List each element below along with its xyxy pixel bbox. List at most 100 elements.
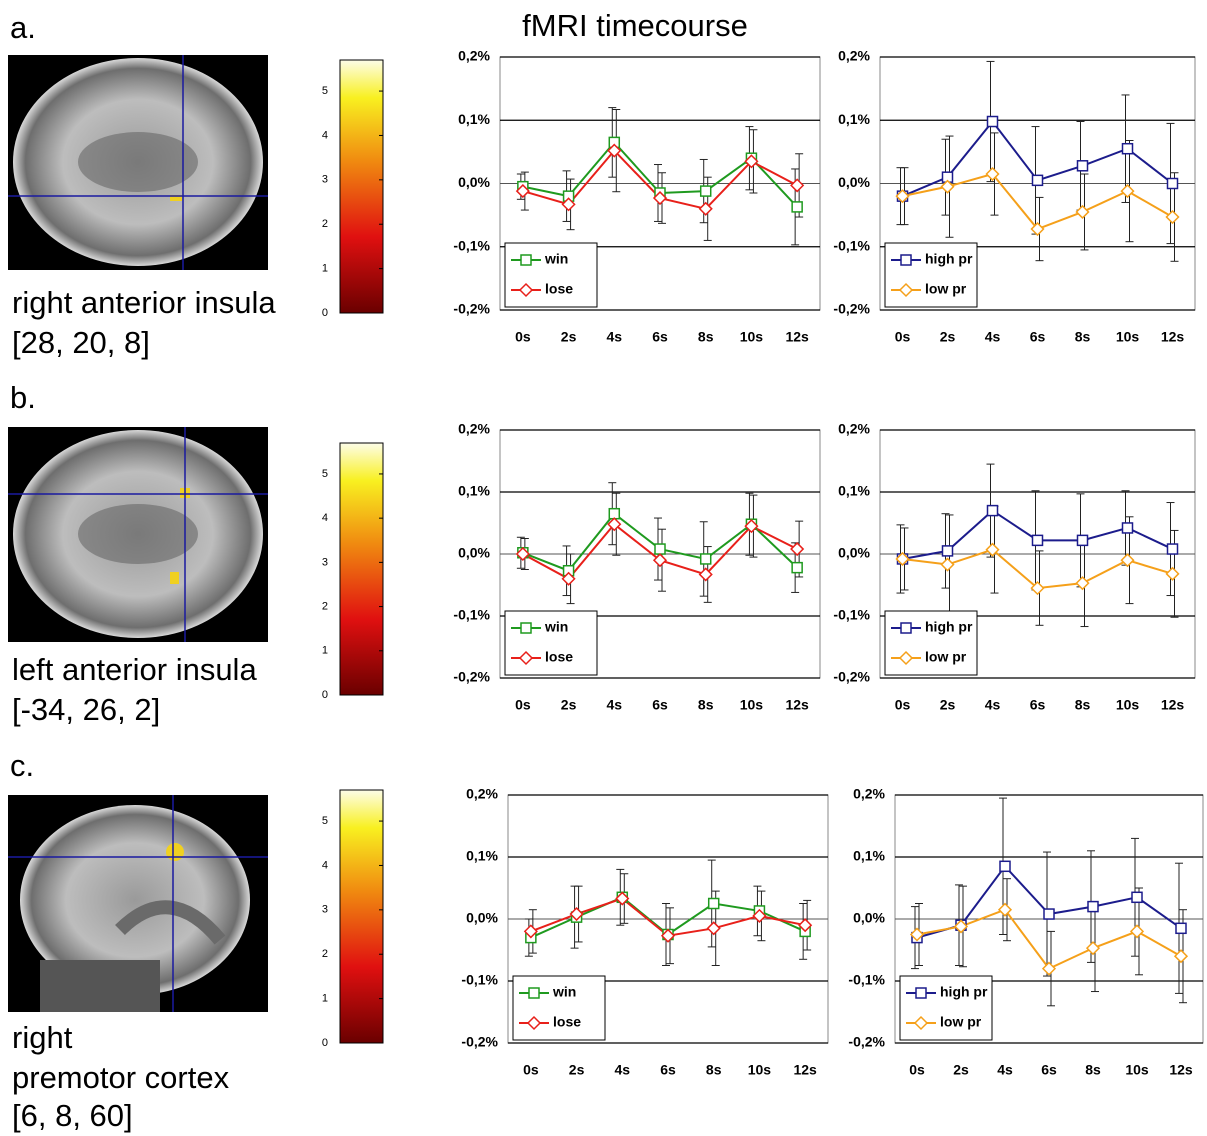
y-tick-label: -0,2% (453, 301, 490, 317)
x-tick-label: 10s (740, 329, 764, 345)
colorbar-tick-label: 1 (322, 645, 328, 657)
x-tick-label: 0s (895, 329, 911, 345)
marker (1033, 175, 1043, 185)
x-tick-label: 10s (1125, 1062, 1149, 1078)
x-tick-label: 6s (1041, 1062, 1057, 1078)
y-tick-label: 0,0% (853, 910, 885, 926)
y-tick-label: 0,1% (458, 483, 490, 499)
x-tick-label: 2s (561, 329, 577, 345)
y-tick-label: 0,1% (853, 848, 885, 864)
colorbar-tick-label: 5 (322, 468, 328, 480)
colorbar-tick-label: 0 (322, 307, 328, 319)
y-tick-label: -0,2% (453, 669, 490, 685)
x-tick-label: 10s (1116, 329, 1140, 345)
colorbar-tick-label: 3 (322, 904, 328, 916)
x-tick-label: 12s (1169, 1062, 1193, 1078)
colorbar-tick-label: 1 (322, 993, 328, 1005)
y-tick-label: -0,1% (453, 607, 490, 623)
x-tick-label: 2s (940, 329, 956, 345)
legend-marker (916, 988, 926, 998)
colorbar-tick-label: 1 (322, 263, 328, 275)
marker (1078, 535, 1088, 545)
x-tick-label: 0s (515, 697, 531, 713)
x-tick-label: 2s (561, 697, 577, 713)
x-tick-label: 6s (1030, 329, 1046, 345)
colorbar-tick-label: 4 (322, 512, 328, 524)
colorbar (340, 443, 383, 695)
panel-label: a. (10, 10, 36, 45)
panel-label: b. (10, 380, 36, 415)
region-label: right anterior insula (12, 285, 276, 320)
panel-label: c. (10, 748, 34, 783)
x-tick-label: 6s (1030, 697, 1046, 713)
x-tick-label: 4s (606, 697, 622, 713)
marker (1176, 923, 1186, 933)
x-tick-label: 6s (652, 697, 668, 713)
x-tick-label: 6s (660, 1062, 676, 1078)
x-tick-label: 8s (698, 697, 714, 713)
x-tick-label: 8s (698, 329, 714, 345)
x-tick-label: 2s (940, 697, 956, 713)
marker (709, 899, 719, 909)
figure: fMRI timecourse a. right anterior insula [… (0, 0, 1207, 1136)
legend-label: lose (553, 1014, 581, 1030)
region-label: premotor cortex (12, 1060, 230, 1095)
colorbar (340, 790, 383, 1043)
y-tick-label: -0,1% (848, 972, 885, 988)
x-tick-label: 10s (740, 697, 764, 713)
legend-label: lose (545, 649, 573, 665)
y-tick-label: -0,1% (453, 237, 490, 253)
x-tick-label: 12s (785, 697, 809, 713)
colorbar-tick-label: 4 (322, 859, 328, 871)
figure-title: fMRI timecourse (522, 8, 748, 43)
marker (988, 117, 998, 127)
legend-label: high pr (925, 251, 973, 267)
legend-label: win (552, 984, 576, 1000)
x-tick-label: 6s (652, 329, 668, 345)
marker (1168, 544, 1178, 554)
y-tick-label: 0,0% (838, 545, 870, 561)
y-tick-label: 0,0% (838, 174, 870, 190)
x-tick-label: 12s (1161, 697, 1185, 713)
legend-marker (529, 988, 539, 998)
x-tick-label: 8s (1085, 1062, 1101, 1078)
y-tick-label: -0,2% (833, 301, 870, 317)
legend-marker (901, 255, 911, 265)
x-tick-label: 4s (997, 1062, 1013, 1078)
colorbar (340, 60, 383, 313)
x-tick-label: 8s (706, 1062, 722, 1078)
y-tick-label: 0,2% (853, 786, 885, 802)
colorbar-tick-label: 5 (322, 815, 328, 827)
region-label: [-34, 26, 2] (12, 692, 160, 727)
y-tick-label: -0,2% (461, 1034, 498, 1050)
colorbar-tick-label: 0 (322, 689, 328, 701)
legend-label: high pr (925, 619, 973, 635)
y-tick-label: -0,2% (848, 1034, 885, 1050)
y-tick-label: -0,1% (833, 237, 870, 253)
legend-label: low pr (925, 281, 967, 297)
brain-image (8, 55, 268, 270)
x-tick-label: 2s (953, 1062, 969, 1078)
y-tick-label: 0,1% (838, 483, 870, 499)
marker (792, 563, 802, 573)
x-tick-label: 2s (569, 1062, 585, 1078)
marker (1033, 535, 1043, 545)
x-tick-label: 10s (1116, 697, 1140, 713)
marker (988, 506, 998, 516)
x-tick-label: 10s (748, 1062, 772, 1078)
x-tick-label: 4s (985, 329, 1001, 345)
marker (701, 554, 711, 564)
colorbar-tick-label: 0 (322, 1037, 328, 1049)
marker (1088, 902, 1098, 912)
colorbar-tick-label: 2 (322, 948, 328, 960)
marker (1132, 892, 1142, 902)
legend-label: low pr (925, 649, 967, 665)
y-tick-label: 0,1% (838, 111, 870, 127)
y-tick-label: -0,2% (833, 669, 870, 685)
region-label: [6, 8, 60] (12, 1098, 133, 1133)
marker (655, 544, 665, 554)
colorbar-tick-label: 5 (322, 85, 328, 97)
legend-label: win (544, 619, 568, 635)
x-tick-label: 0s (523, 1062, 539, 1078)
colorbar-tick-label: 3 (322, 556, 328, 568)
